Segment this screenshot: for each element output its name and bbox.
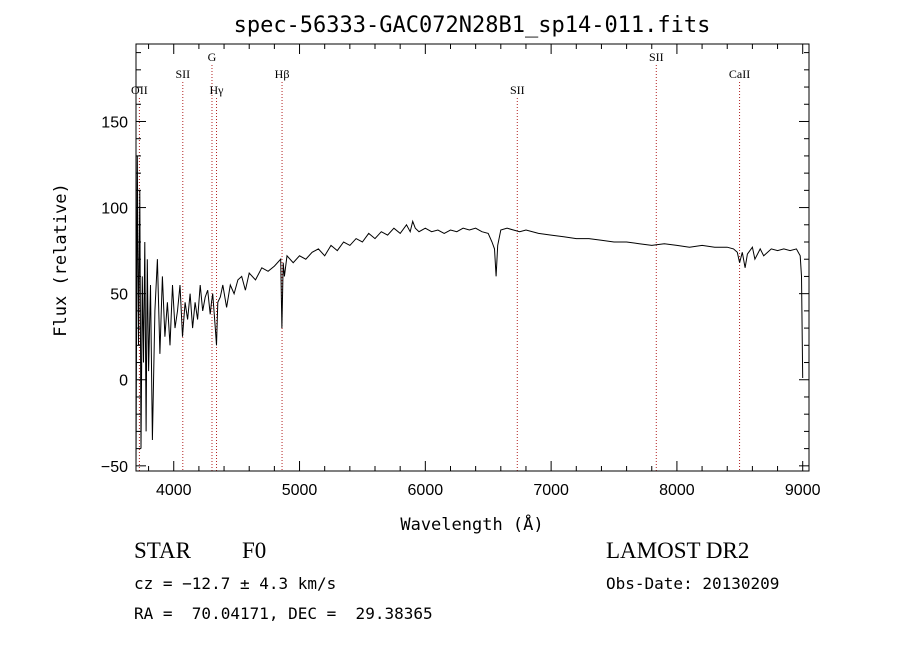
x-tick-label: 9000 xyxy=(785,482,821,499)
y-tick-label: 150 xyxy=(101,114,128,131)
line-marker-label: SII xyxy=(649,50,664,64)
line-marker-label: Hγ xyxy=(210,83,225,97)
y-axis: −50 0 50 100 150 xyxy=(101,52,809,476)
spectral-line-markers: OII SII G Hγ Hβ SII SII CaII xyxy=(131,50,750,471)
x-axis-label: Wavelength (Å) xyxy=(400,513,543,535)
y-axis-label: Flux (relative) xyxy=(51,183,71,337)
x-tick-label: 5000 xyxy=(282,482,318,499)
line-marker-label: Hβ xyxy=(275,67,290,81)
line-marker-label: SII xyxy=(510,83,525,97)
plot-frame xyxy=(135,43,810,472)
x-axis: 4000 5000 6000 7000 8000 9000 xyxy=(148,44,821,499)
y-tick-label: 100 xyxy=(101,201,128,218)
line-marker-label: G xyxy=(208,50,217,64)
x-tick-label: 6000 xyxy=(408,482,444,499)
line-marker-label: OII xyxy=(131,83,148,97)
object-subclass: F0 xyxy=(242,538,267,563)
x-tick-label: 7000 xyxy=(533,482,569,499)
x-tick-label: 4000 xyxy=(156,482,192,499)
y-tick-label: −50 xyxy=(101,459,128,476)
x-tick-label: 8000 xyxy=(659,482,695,499)
object-type: STAR xyxy=(134,538,191,563)
spectrum-line xyxy=(135,155,804,466)
line-marker-label: CaII xyxy=(729,67,750,81)
chart-title: spec-56333-GAC072N28B1_sp14-011.fits xyxy=(234,13,711,38)
redshift-cz: cz = −12.7 ± 4.3 km/s xyxy=(134,574,337,593)
survey-name: LAMOST DR2 xyxy=(606,538,750,563)
coordinates: RA = 70.04171, DEC = 29.38365 xyxy=(134,604,433,623)
line-marker-label: SII xyxy=(175,67,190,81)
y-tick-label: 50 xyxy=(110,287,128,304)
observation-date: Obs-Date: 20130209 xyxy=(606,574,780,593)
y-tick-label: 0 xyxy=(119,373,128,390)
